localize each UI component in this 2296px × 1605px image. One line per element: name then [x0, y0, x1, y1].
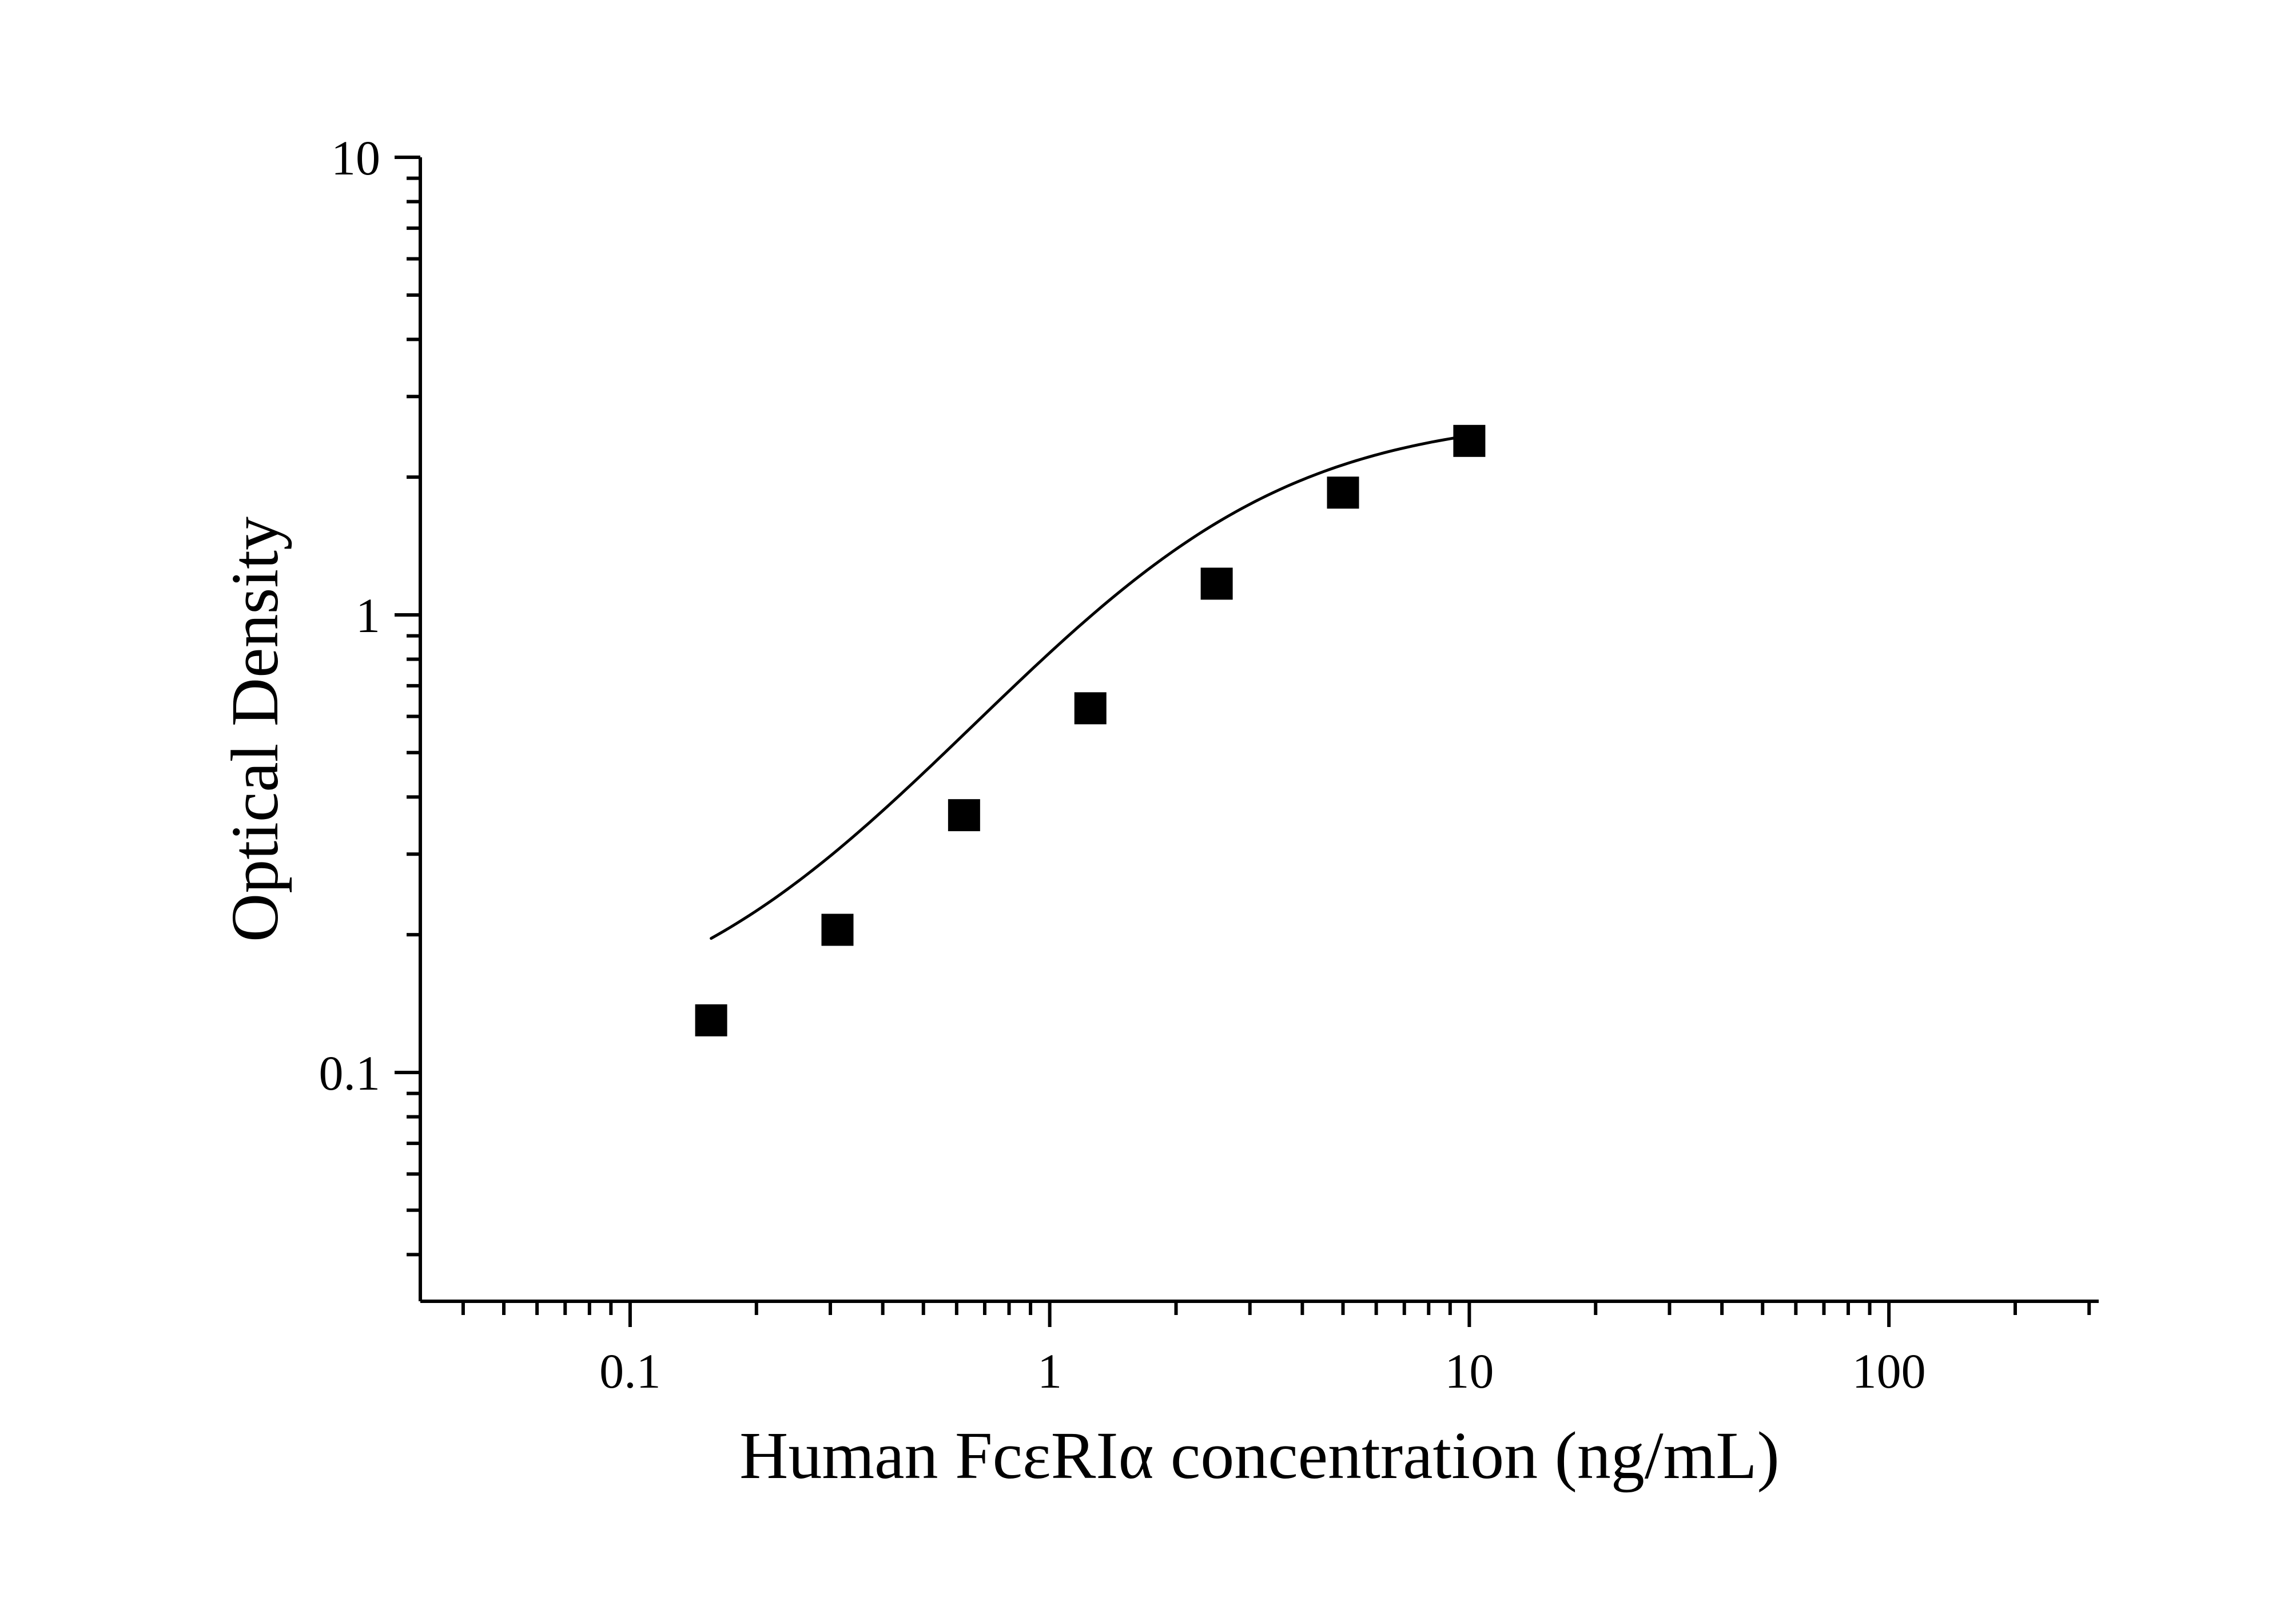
- chart-container: 0.1 1 10 100 0.1 1 10 Human FcεRIα concentratio…: [0, 0, 2296, 1605]
- data-marker: [1201, 568, 1232, 599]
- y-tick-label: 10: [331, 130, 380, 185]
- chart-svg: 0.1 1 10 100 0.1 1 10 Human FcεRIα concentratio…: [0, 0, 2296, 1605]
- y-axis-label: Optical Density: [217, 517, 292, 942]
- x-tick-label: 1: [1037, 1344, 1062, 1399]
- data-marker: [1454, 425, 1485, 456]
- x-tick-label: 0.1: [599, 1344, 661, 1399]
- data-marker: [695, 1004, 727, 1036]
- data-marker: [1327, 477, 1359, 508]
- data-marker: [822, 914, 853, 945]
- data-marker: [1075, 693, 1106, 724]
- chart-background: [0, 0, 2296, 1605]
- x-axis-label: Human FcεRIα concentration (ng/mL): [739, 1418, 1780, 1493]
- x-tick-label: 100: [1852, 1344, 1926, 1399]
- x-tick-label: 10: [1445, 1344, 1494, 1399]
- data-marker: [948, 800, 980, 831]
- y-tick-label: 0.1: [319, 1046, 381, 1101]
- y-tick-label: 1: [356, 588, 380, 643]
